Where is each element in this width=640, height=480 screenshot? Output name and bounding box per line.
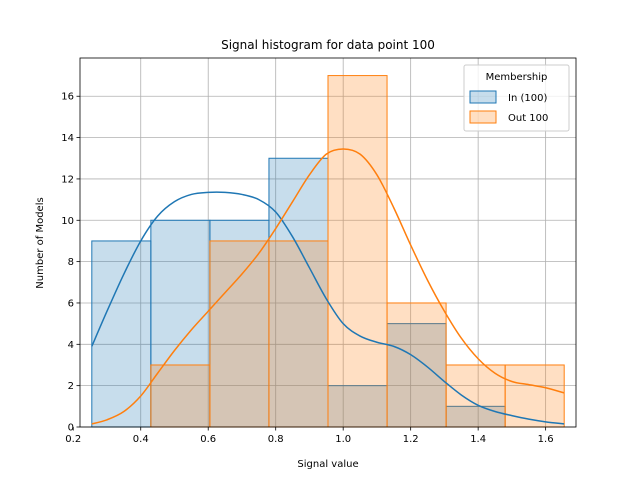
- x-axis-label: Signal value: [297, 459, 358, 470]
- bar-out-0: [150, 364, 211, 428]
- legend-swatch-in: [469, 90, 497, 104]
- legend-label-in: In (100): [508, 93, 547, 104]
- histogram-bars: [91, 75, 565, 428]
- bar-out-6: [504, 364, 565, 428]
- legend-swatch-out: [469, 110, 497, 124]
- kde-line-out: [91, 148, 565, 425]
- legend-box: [463, 64, 570, 132]
- bar-out-2: [268, 240, 329, 428]
- chart-title: Signal histogram for data point 100: [221, 38, 435, 52]
- plot-frame: [79, 57, 577, 428]
- x-tick-label-7: 1.6: [538, 434, 554, 445]
- x-tick-label-5: 1.2: [403, 434, 419, 445]
- kde-curves: [91, 148, 565, 425]
- bar-in-0: [91, 240, 152, 428]
- y-tick-label-7: 14: [61, 133, 74, 144]
- legend: Membership In (100) Out 100: [463, 64, 570, 132]
- y-tick-label-2: 4: [68, 340, 74, 351]
- y-tick-label-8: 16: [61, 92, 74, 103]
- bar-out-4: [386, 302, 447, 428]
- x-tick-label-0: 0.2: [65, 434, 81, 445]
- bar-out-1: [209, 240, 270, 428]
- y-tick-label-6: 12: [61, 174, 74, 185]
- x-tick-label-2: 0.6: [200, 434, 216, 445]
- legend-label-out: Out 100: [508, 113, 548, 124]
- bar-out-3: [327, 75, 388, 428]
- axes: [79, 57, 577, 428]
- y-tick-label-1: 2: [68, 381, 74, 392]
- y-tick-label-4: 8: [68, 257, 74, 268]
- legend-title: Membership: [486, 72, 548, 83]
- x-tick-label-6: 1.4: [470, 434, 486, 445]
- x-tick-label-4: 1.0: [335, 434, 351, 445]
- y-tick-label-3: 6: [68, 298, 74, 309]
- x-tick-label-1: 0.4: [133, 434, 149, 445]
- y-axis-ticks: 0 2 4 6 8 10 12 14 16: [61, 92, 80, 434]
- y-axis-label: Number of Models: [35, 197, 46, 288]
- kde-line-in: [91, 191, 565, 425]
- bar-in-3: [268, 157, 329, 428]
- x-axis-ticks: 0.2 0.4 0.6 0.8 1.0 1.2 1.4 1.6: [65, 427, 554, 445]
- y-tick-label-5: 10: [61, 216, 74, 227]
- x-tick-label-3: 0.8: [268, 434, 284, 445]
- y-tick-label-0: 0: [68, 423, 74, 434]
